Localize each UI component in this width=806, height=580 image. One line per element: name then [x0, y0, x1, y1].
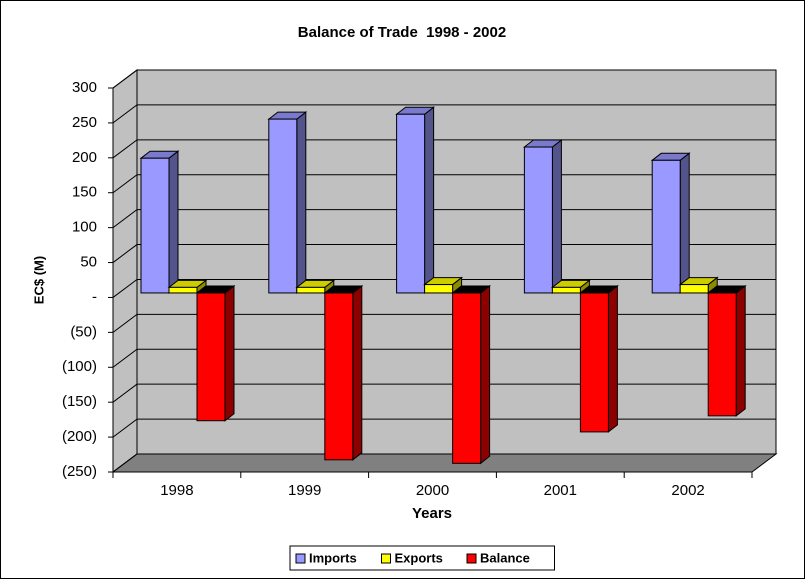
x-tick-label: 2000	[416, 482, 449, 499]
legend: Imports Exports Balance	[289, 545, 555, 571]
y-tick-label: (100)	[62, 358, 97, 375]
grid-line	[112, 139, 776, 159]
x-tick-label: 2002	[671, 482, 704, 499]
x-tick-label: 1998	[160, 482, 193, 499]
bar	[324, 292, 354, 461]
legend-label: Balance	[480, 550, 530, 565]
chart-title: Balance of Trade 1998 - 2002	[298, 24, 506, 41]
legend-label: Exports	[395, 550, 443, 565]
grid-line	[112, 104, 776, 124]
legend-swatch	[466, 553, 477, 564]
grid-line	[112, 174, 776, 194]
grid-line	[112, 209, 776, 229]
grid-line	[112, 418, 776, 438]
grid-line	[112, 313, 776, 333]
bar-side	[352, 284, 363, 461]
grid-line	[112, 453, 776, 473]
y-tick-label: 100	[72, 219, 97, 236]
y-tick-label: 50	[80, 254, 97, 271]
legend-swatch	[381, 553, 391, 564]
grid-line	[112, 69, 776, 89]
y-axis-title: EC$ (M)	[31, 256, 46, 304]
bar-side	[480, 284, 491, 465]
grid-line	[112, 383, 776, 403]
bar	[579, 292, 609, 433]
x-tick-label: 1999	[288, 482, 321, 499]
bar	[140, 157, 170, 294]
y-tick-label: 300	[72, 79, 97, 96]
grid-line	[112, 348, 776, 368]
y-tick-label: (250)	[62, 463, 97, 480]
y-tick-label: 150	[72, 184, 97, 201]
legend-label: Imports	[309, 550, 357, 565]
legend-swatch	[295, 553, 306, 564]
bar-side	[296, 111, 307, 294]
bar-side	[551, 139, 562, 294]
bar	[707, 292, 737, 417]
y-tick-label: (200)	[62, 428, 97, 445]
bar-side	[679, 152, 690, 294]
y-tick-label: (150)	[62, 393, 97, 410]
y-tick-label: (50)	[70, 323, 97, 340]
floor	[111, 453, 778, 473]
x-tick-label: 2001	[544, 482, 577, 499]
bar	[268, 118, 298, 294]
bar	[296, 286, 326, 294]
bar	[523, 146, 553, 294]
bar	[168, 286, 198, 294]
bar	[452, 292, 482, 464]
bar	[651, 159, 681, 294]
x-axis-title: Years	[412, 505, 452, 522]
legend-box	[289, 545, 555, 571]
bar-side	[424, 106, 435, 294]
y-tick-label: 250	[72, 114, 97, 131]
bar-side	[168, 150, 179, 294]
bar	[196, 292, 226, 422]
bar	[679, 284, 709, 294]
grid-line	[112, 244, 776, 263]
left-wall	[112, 69, 138, 473]
grid-line	[112, 278, 776, 298]
bar	[396, 113, 426, 294]
bar-side	[607, 284, 618, 433]
bar-side	[224, 284, 235, 422]
bar	[551, 286, 581, 294]
y-tick-label: -	[92, 288, 97, 305]
bar	[424, 284, 454, 294]
bar-side	[735, 284, 746, 417]
y-tick-label: 200	[72, 149, 97, 166]
